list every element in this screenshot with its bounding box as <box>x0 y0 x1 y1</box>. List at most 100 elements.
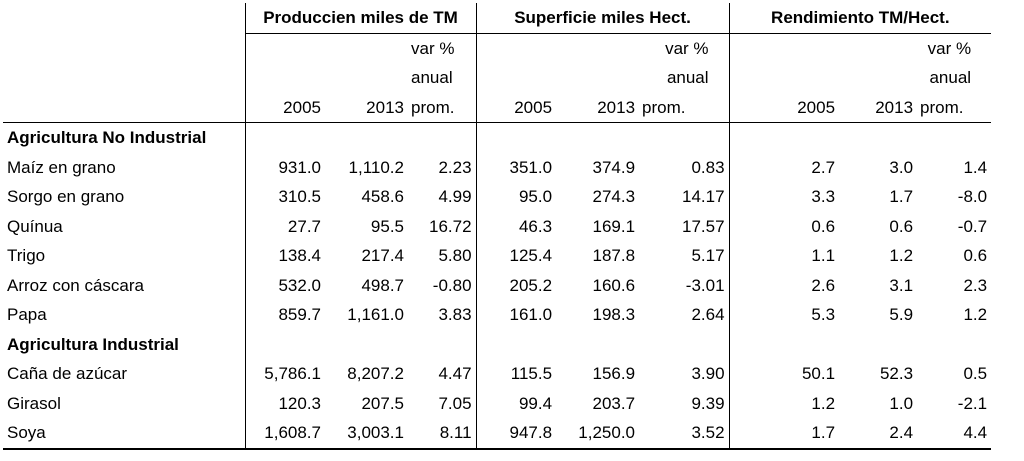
var-label-1: var % <box>927 38 972 58</box>
value-cell: 947.8 <box>475 418 557 450</box>
section-title: Agricultura No Industrial <box>7 128 207 147</box>
value-cell: 120.3 <box>244 388 325 418</box>
var-label-3: prom. <box>408 92 477 123</box>
subheader-row-1: var % var % var % <box>3 33 991 63</box>
corner-cell <box>3 3 245 33</box>
table-row: Maíz en grano 931.0 1,110.2 2.23 351.0 374.9 0… <box>3 152 991 182</box>
crop-name: Caña de azúcar <box>7 364 128 383</box>
value-cell: 99.4 <box>475 388 557 418</box>
value-cell: 138.4 <box>244 241 325 271</box>
value-cell: 5.9 <box>889 305 914 324</box>
crop-name: Arroz con cáscara <box>7 275 144 295</box>
value-cell: 0.6 <box>889 216 914 236</box>
crop-name: Quínua <box>7 216 63 236</box>
value-cell: 217.4 <box>361 246 404 265</box>
value-cell: 1,250.0 <box>556 418 640 450</box>
value-cell: 3.1 <box>889 275 914 295</box>
value-cell: 3,003.1 <box>325 418 408 450</box>
group-header-row: Produccien miles de TM Superficie miles … <box>3 3 992 34</box>
value-cell: 5.80 <box>438 246 472 265</box>
value-cell: -0.7 <box>957 216 988 236</box>
value-cell: -3.01 <box>685 275 725 295</box>
value-cell: 2.6 <box>728 270 840 300</box>
value-cell: 3.3 <box>728 182 840 212</box>
table-row: Papa 859.7 1,161.0 3.83 161.0 198.3 2.64 5.3 5.9… <box>3 300 991 330</box>
table-row: Trigo 138.4 217.4 5.80 125.4 187.8 5.17 1.1 1.2 0… <box>3 241 991 271</box>
value-cell: 498.7 <box>361 275 404 295</box>
subheader-row-2: anual anual anual <box>3 63 991 93</box>
group-header-superficie: Superficie miles Hect. <box>475 3 730 34</box>
value-cell: 187.8 <box>592 246 636 265</box>
value-cell: 207.5 <box>361 393 404 413</box>
table-row: Arroz con cáscara 532.0 498.7 -0.80 205.2 160… <box>3 270 991 300</box>
value-cell: 7.05 <box>438 393 472 413</box>
value-cell: 1.2 <box>963 305 988 324</box>
table-row: Sorgo en grano 310.5 458.6 4.99 95.0 274.3 14.… <box>3 182 991 212</box>
subheader-row-3: 2005 2013 prom. 2005 2013 prom. 2005 201… <box>3 92 992 123</box>
value-cell: 1.2 <box>889 246 914 265</box>
value-cell: 274.3 <box>592 187 636 206</box>
value-cell: 1,161.0 <box>347 305 404 324</box>
year-2013-header: 2013 <box>325 92 408 123</box>
value-cell: 1.0 <box>889 393 914 413</box>
value-cell: 3.90 <box>691 364 725 383</box>
value-cell: 5.17 <box>691 246 725 265</box>
value-cell: 351.0 <box>475 152 557 182</box>
value-cell: 3.0 <box>889 157 914 177</box>
crop-name: Sorgo en grano <box>7 187 125 206</box>
var-label-3: prom. <box>639 92 730 123</box>
var-label-1: var % <box>411 38 455 58</box>
value-cell: 5.3 <box>728 300 840 330</box>
value-cell: 0.5 <box>963 364 988 383</box>
value-cell: 2.7 <box>728 152 840 182</box>
value-cell: 1,110.2 <box>348 157 404 177</box>
value-cell: 0.83 <box>691 157 725 177</box>
var-label-1: var % <box>665 38 709 58</box>
crop-name: Trigo <box>7 246 46 265</box>
year-2005-header: 2005 <box>728 92 840 123</box>
value-cell: 203.7 <box>592 393 636 413</box>
value-cell: 8.11 <box>408 418 477 450</box>
value-cell: -0.80 <box>432 275 472 295</box>
value-cell: 3.52 <box>639 418 730 450</box>
crop-name: Papa <box>7 305 47 324</box>
year-2013-header: 2013 <box>556 92 640 123</box>
value-cell: 4.4 <box>917 418 992 450</box>
value-cell: 1.1 <box>728 241 840 271</box>
year-2005-header: 2005 <box>244 92 325 123</box>
value-cell: 1.7 <box>889 187 914 206</box>
value-cell: 27.7 <box>244 211 325 241</box>
value-cell: 17.57 <box>682 216 725 236</box>
table-row: Girasol 120.3 207.5 7.05 99.4 203.7 9.39 1.2 1.0… <box>3 388 991 418</box>
value-cell: 46.3 <box>475 211 557 241</box>
table-row: Soya 1,608.7 3,003.1 8.11 947.8 1,250.0 3.52 1.… <box>3 418 992 450</box>
value-cell: 1.4 <box>963 157 988 177</box>
var-label-2: anual <box>411 68 453 87</box>
value-cell: 3.83 <box>438 305 472 324</box>
year-2005-header: 2005 <box>475 92 557 123</box>
crop-name: Soya <box>3 418 245 450</box>
value-cell: 52.3 <box>879 364 914 383</box>
value-cell: 2.23 <box>438 157 472 177</box>
value-cell: -8.0 <box>957 187 988 206</box>
group-header-produccion: Produccien miles de TM <box>244 3 477 34</box>
var-label-2: anual <box>929 68 972 87</box>
value-cell: 125.4 <box>475 241 557 271</box>
value-cell: 4.99 <box>438 187 472 206</box>
value-cell: 374.9 <box>592 157 636 177</box>
value-cell: 14.17 <box>682 187 725 206</box>
value-cell: 2.4 <box>839 418 918 450</box>
year-2013-header: 2013 <box>839 92 918 123</box>
value-cell: 95.5 <box>370 216 404 236</box>
value-cell: 2.64 <box>691 305 725 324</box>
value-cell: 16.72 <box>428 216 472 236</box>
value-cell: 0.6 <box>728 211 840 241</box>
value-cell: -2.1 <box>957 393 988 413</box>
value-cell: 1.7 <box>728 418 840 450</box>
value-cell: 50.1 <box>728 359 840 389</box>
value-cell: 205.2 <box>475 270 557 300</box>
section-row: Agricultura No Industrial <box>3 122 991 153</box>
section-title: Agricultura Industrial <box>7 334 179 354</box>
agriculture-table: Produccien miles de TM Superficie miles … <box>3 3 992 450</box>
